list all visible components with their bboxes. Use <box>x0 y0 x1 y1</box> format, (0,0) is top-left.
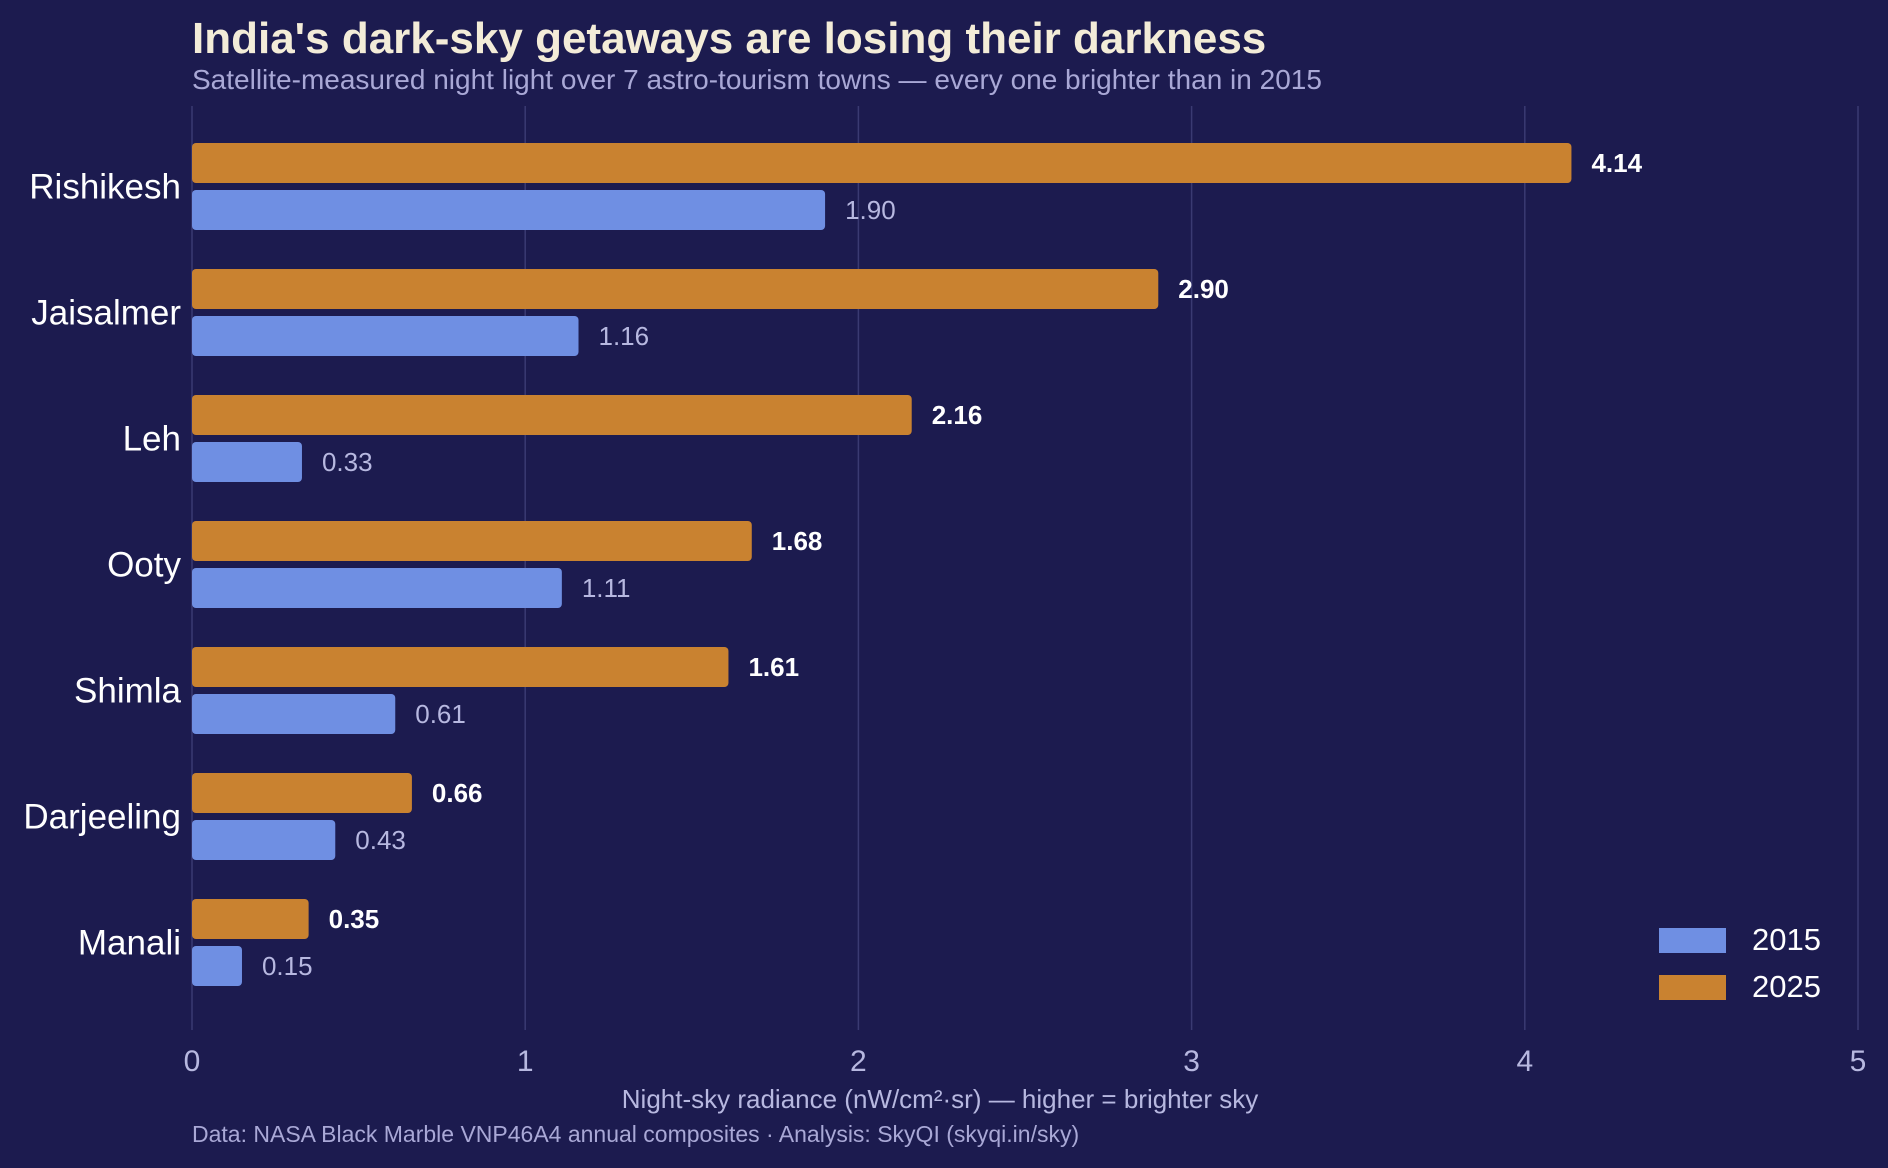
x-tick-label: 5 <box>1850 1045 1867 1078</box>
bar-2015 <box>192 442 302 482</box>
chart-subtitle: Satellite-measured night light over 7 as… <box>192 64 1322 95</box>
category-label: Jaisalmer <box>31 294 181 333</box>
category-label: Leh <box>123 420 181 459</box>
category-label: Rishikesh <box>29 168 181 207</box>
data-label-2015: 1.90 <box>845 195 896 225</box>
data-label-2025: 0.66 <box>432 778 483 808</box>
data-label-2025: 4.14 <box>1591 148 1642 178</box>
data-label-2025: 0.35 <box>329 904 380 934</box>
category-label: Darjeeling <box>23 798 181 837</box>
legend: 2015 2025 <box>1659 922 1821 1004</box>
x-tick-label: 0 <box>184 1045 201 1078</box>
legend-swatch-2015 <box>1659 928 1726 953</box>
legend-swatch-2025 <box>1659 975 1726 1000</box>
x-tick-label: 3 <box>1183 1045 1200 1078</box>
bar-2015 <box>192 694 396 734</box>
data-label-2015: 0.33 <box>322 447 373 477</box>
bar-2025 <box>192 143 1572 183</box>
bars <box>192 143 1572 986</box>
data-label-2015: 0.43 <box>355 825 406 855</box>
data-label-2015: 1.16 <box>599 321 650 351</box>
bar-2015 <box>192 820 336 860</box>
data-label-2025: 2.16 <box>932 400 983 430</box>
chart-title: India's dark-sky getaways are losing the… <box>192 14 1267 63</box>
x-tick-label: 1 <box>517 1045 534 1078</box>
legend-label-2025: 2025 <box>1752 969 1821 1004</box>
bar-2015 <box>192 316 579 356</box>
bar-2025 <box>192 269 1159 309</box>
gridlines <box>191 106 1859 1030</box>
category-labels: Rishikesh Jaisalmer Leh Ooty Shimla Darjeelin… <box>23 168 181 963</box>
bar-2015 <box>192 946 242 986</box>
category-label: Ooty <box>107 546 181 585</box>
bar-2015 <box>192 568 562 608</box>
data-label-2025: 2.90 <box>1178 274 1229 304</box>
x-tick-label: 2 <box>850 1045 867 1078</box>
bar-2025 <box>192 899 309 939</box>
x-tick-label: 4 <box>1516 1045 1533 1078</box>
data-label-2025: 1.61 <box>748 652 799 682</box>
data-label-2015: 0.61 <box>415 699 466 729</box>
chart-caption: Data: NASA Black Marble VNP46A4 annual c… <box>192 1121 1080 1147</box>
bar-2015 <box>192 190 826 230</box>
bar-2025 <box>192 521 752 561</box>
value-labels: 4.14 1.90 2.90 1.16 2.16 0.33 1.68 1.11 1.61 0.61… <box>262 148 1643 981</box>
bar-2025 <box>192 395 912 435</box>
data-label-2015: 1.11 <box>582 573 631 603</box>
data-label-2015: 0.15 <box>262 951 313 981</box>
category-label: Manali <box>78 924 181 963</box>
x-axis-label: Night-sky radiance (nW/cm²·sr) — higher … <box>622 1084 1258 1114</box>
x-axis-ticks: 0 1 2 3 4 5 <box>184 1045 1867 1078</box>
bar-2025 <box>192 647 729 687</box>
bar-2025 <box>192 773 412 813</box>
data-label-2025: 1.68 <box>772 526 823 556</box>
category-label: Shimla <box>74 672 182 711</box>
legend-label-2015: 2015 <box>1752 922 1821 957</box>
